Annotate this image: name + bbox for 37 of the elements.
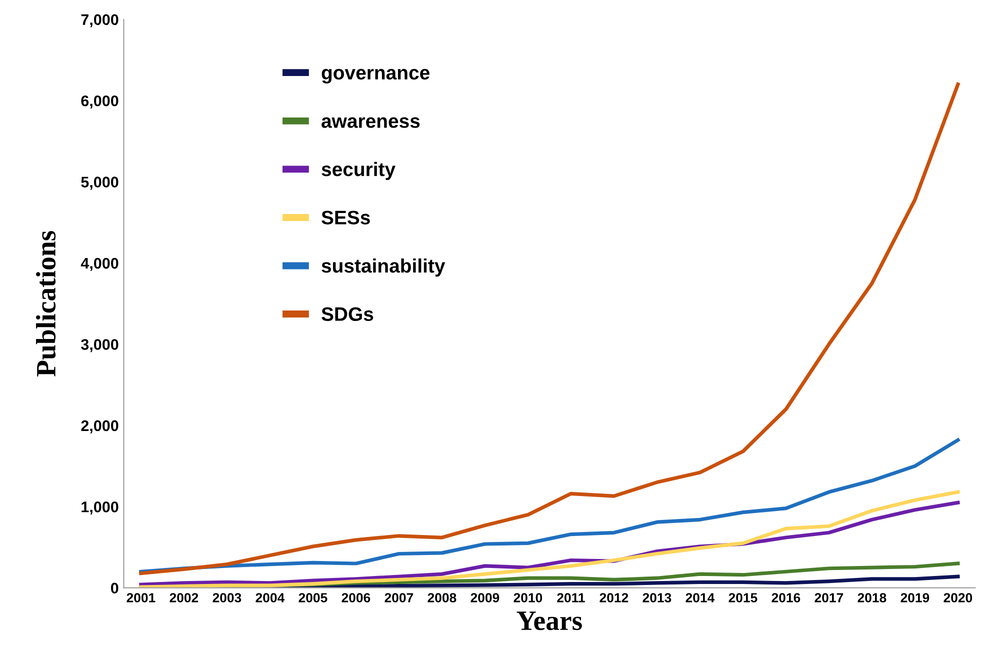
legend-label: sustainability [322, 258, 446, 277]
x-tick-label: 2004 [256, 593, 285, 602]
x-tick-label: 2018 [858, 593, 886, 602]
x-tick-label: 2001 [126, 593, 156, 602]
y-tick-label: 7,000 [81, 14, 118, 28]
y-tick-label: 6,000 [81, 95, 118, 108]
x-tick-label: 2011 [557, 593, 585, 602]
legend-label: SDGs [322, 307, 374, 321]
legend-label: governance [322, 68, 430, 84]
legend-label: SESs [322, 210, 370, 224]
x-tick-label: 2012 [600, 593, 628, 602]
x-axis-title: Years [516, 612, 582, 630]
x-tick-label: 2015 [728, 593, 758, 602]
x-tick-label: 2017 [814, 593, 844, 602]
x-tick-label: 2009 [470, 593, 500, 602]
y-tick-label: 2,000 [81, 420, 118, 434]
legend-label: awareness [322, 117, 420, 128]
x-tick-label: 2013 [642, 593, 672, 602]
y-axis-title: Publications [36, 230, 56, 376]
x-tick-label: 2005 [298, 593, 328, 602]
x-tick-label: 2019 [900, 593, 930, 602]
x-tick-label: 2006 [342, 593, 370, 602]
x-tick-label: 2002 [170, 593, 198, 602]
x-tick-label: 2014 [686, 593, 715, 602]
x-tick-label: 2010 [514, 593, 542, 602]
y-tick-label: 5,000 [81, 176, 118, 190]
y-tick-label: 4,000 [80, 258, 118, 271]
x-tick-label: 2008 [428, 593, 456, 602]
x-tick-label: 2007 [384, 593, 414, 602]
x-tick-label: 2020 [944, 593, 972, 602]
y-tick-label: 3,000 [81, 339, 118, 352]
y-tick-label: 1,000 [82, 502, 118, 515]
x-tick-label: 2016 [772, 593, 800, 602]
y-tick-label: 0 [110, 582, 118, 594]
legend-label: security [322, 162, 396, 180]
x-tick-label: 2003 [212, 593, 242, 602]
line-series [139, 82, 960, 576]
